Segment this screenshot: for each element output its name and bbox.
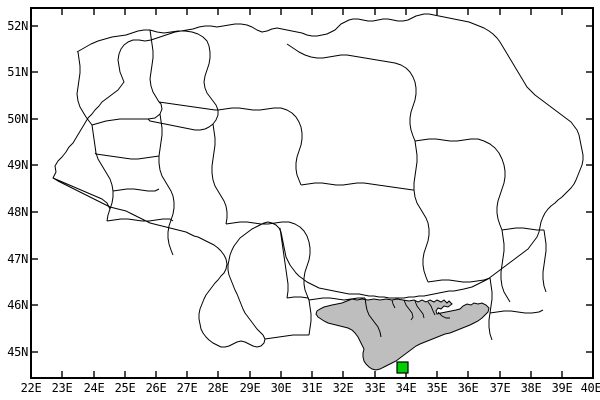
x-tick-label: 34E bbox=[395, 381, 417, 395]
x-tick-label: 25E bbox=[114, 381, 136, 395]
y-tick-label: 50N bbox=[7, 112, 28, 126]
y-tick-label: 52N bbox=[7, 19, 28, 33]
crimea-highlight bbox=[315, 298, 490, 371]
x-tick-label: 23E bbox=[51, 381, 73, 395]
x-tick-label: 40E bbox=[580, 381, 600, 395]
x-axis-ticks bbox=[30, 8, 594, 378]
x-tick-label: 22E bbox=[20, 381, 42, 395]
x-tick-label: 26E bbox=[145, 381, 167, 395]
x-tick-label: 39E bbox=[551, 381, 573, 395]
x-tick-label: 29E bbox=[239, 381, 261, 395]
x-tick-label: 33E bbox=[364, 381, 386, 395]
x-tick-label: 28E bbox=[207, 381, 229, 395]
x-tick-label: 36E bbox=[457, 381, 479, 395]
y-tick-label: 48N bbox=[7, 205, 28, 219]
x-tick-label: 35E bbox=[426, 381, 448, 395]
y-tick-label: 45N bbox=[7, 345, 28, 359]
y-tick-label: 47N bbox=[7, 252, 28, 266]
y-tick-label: 49N bbox=[7, 158, 28, 172]
y-tick-label: 46N bbox=[7, 298, 28, 312]
location-marker[interactable] bbox=[396, 361, 409, 374]
x-tick-label: 32E bbox=[332, 381, 354, 395]
x-tick-label: 38E bbox=[520, 381, 542, 395]
plot-background bbox=[31, 8, 593, 378]
x-tick-label: 27E bbox=[176, 381, 198, 395]
y-axis-ticks bbox=[31, 25, 593, 353]
x-tick-label: 24E bbox=[83, 381, 105, 395]
x-tick-label: 30E bbox=[270, 381, 292, 395]
x-tick-label: 37E bbox=[489, 381, 511, 395]
x-tick-label: 31E bbox=[301, 381, 323, 395]
administrative-borders bbox=[52, 13, 584, 348]
y-tick-label: 51N bbox=[7, 65, 28, 79]
